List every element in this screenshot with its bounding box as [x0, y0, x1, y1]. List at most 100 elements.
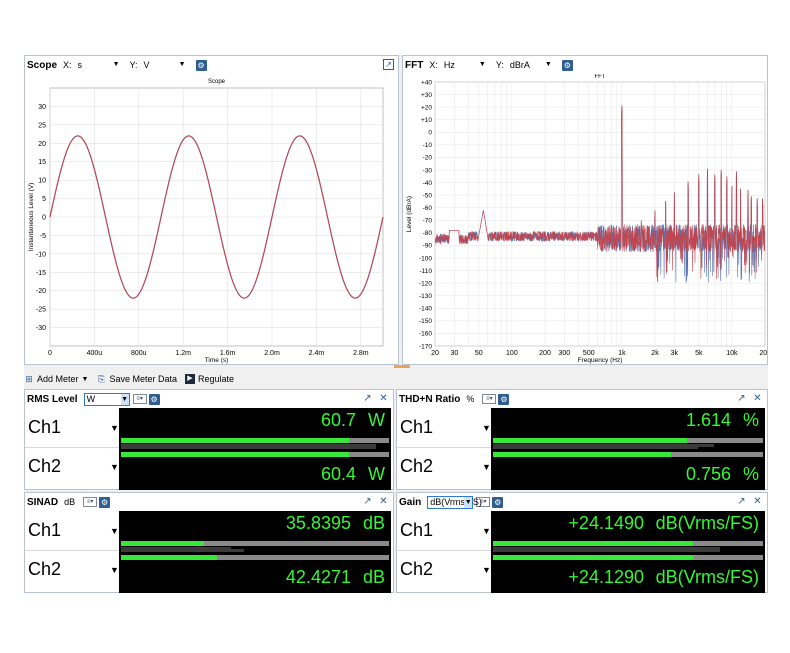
- add-meter-button[interactable]: ⊞ Add Meter ▼: [24, 374, 88, 384]
- fft-plot-area: [434, 81, 766, 347]
- fft-y-select[interactable]: dBrA ▼: [508, 59, 554, 71]
- regulate-button[interactable]: ▶ Regulate: [185, 374, 234, 384]
- meter-options-icon[interactable]: ≡▾: [83, 497, 98, 507]
- popout-icon[interactable]: ↗: [737, 393, 746, 404]
- close-icon[interactable]: ✕: [379, 496, 388, 507]
- unit-select[interactable]: W ▼: [83, 392, 130, 406]
- channel-2-label: Ch2: [400, 559, 434, 579]
- popout-icon[interactable]: ↗: [363, 496, 372, 507]
- meter-actions: ↗ ✕: [731, 496, 763, 507]
- fft-x-select[interactable]: Hz ▼: [442, 59, 488, 71]
- y-tick-label: -60: [423, 205, 433, 212]
- regulate-label: Regulate: [198, 374, 235, 384]
- close-icon[interactable]: ✕: [379, 393, 388, 404]
- close-icon[interactable]: ✕: [753, 393, 762, 404]
- channel-2-bar-fill: [121, 555, 218, 560]
- channel-1-bar: [121, 438, 389, 443]
- y-tick-label: -10: [423, 142, 433, 149]
- channel-2-unit: W: [368, 464, 385, 484]
- y-tick-label: +10: [421, 117, 432, 124]
- y-tick-label: -20: [423, 155, 433, 162]
- close-icon[interactable]: ✕: [753, 496, 762, 507]
- scope-y-select[interactable]: V ▼: [142, 59, 188, 71]
- fft-chart-title: FFT: [595, 74, 606, 80]
- settings-icon[interactable]: ⚙: [99, 496, 111, 508]
- settings-icon[interactable]: ⚙: [492, 496, 504, 508]
- meter-header: SINAD dB ≡▾ ⚙ ↗ ✕: [25, 493, 393, 511]
- scope-waveform: [49, 135, 384, 299]
- chevron-down-icon[interactable]: ▼: [110, 526, 119, 536]
- channel-1-label: Ch1: [400, 520, 434, 540]
- y-tick-label: -160: [419, 331, 432, 338]
- y-tick-label: -40: [423, 180, 433, 187]
- splitter-handle[interactable]: [394, 365, 410, 368]
- fft-title: FFT: [405, 59, 424, 71]
- chevron-down-icon[interactable]: ▼: [482, 565, 491, 575]
- y-tick-label: +30: [421, 92, 432, 99]
- y-tick-label: -80: [423, 230, 433, 237]
- meter-options-icon[interactable]: ≡▾: [476, 497, 491, 507]
- unit-select[interactable]: %: [466, 394, 475, 404]
- y-tick-label: 30: [38, 104, 46, 111]
- settings-icon[interactable]: ⚙: [148, 393, 160, 405]
- channel-2-bar: [493, 452, 763, 457]
- settings-icon[interactable]: ⚙: [195, 59, 207, 71]
- chevron-down-icon[interactable]: ▼: [110, 423, 119, 433]
- scope-x-select[interactable]: s ▼: [76, 59, 122, 71]
- peak-hold-line: [121, 547, 231, 550]
- channel-1-unit: W: [368, 410, 385, 430]
- peak-hold-line: [121, 446, 376, 449]
- app-window: Scope X: s ▼ Y: V ▼ ⚙ ↗ Scope 30 25 20 15 10 5 0-…: [24, 55, 768, 593]
- peak-hold-line: [493, 549, 720, 552]
- channel-2-bar-fill: [493, 452, 672, 457]
- y-tick-label: 25: [38, 122, 46, 129]
- gain-meter: Gain dB(Vrms/FS) ▼ ≡▾ ⚙ ↗ ✕ Ch1 ▼ Ch2 ▼ +…: [396, 492, 768, 593]
- popout-icon[interactable]: ↗: [737, 496, 746, 507]
- chevron-down-icon[interactable]: ▼: [110, 462, 119, 472]
- x-axis-label: Time (s): [205, 357, 229, 364]
- y-tick-label: -150: [419, 318, 432, 325]
- meter-header: RMS Level W ▼ ≡▾ ⚙ ↗ ✕: [25, 390, 393, 408]
- y-tick-label: 15: [38, 159, 46, 166]
- meter-body: Ch1 ▼ Ch2 ▼ +24.1490 dB(Vrms/FS) +24.129…: [397, 511, 767, 593]
- meter-header: Gain dB(Vrms/FS) ▼ ≡▾ ⚙ ↗ ✕: [397, 493, 767, 511]
- chevron-down-icon: ▼: [112, 61, 120, 68]
- channel-1-unit: dB(Vrms/FS): [655, 513, 759, 533]
- meter-readout: 1.614 % 0.756 %: [491, 408, 765, 490]
- channel-2-label: Ch2: [28, 456, 62, 476]
- chevron-down-icon: ▼: [464, 496, 473, 508]
- meter-actions: ↗ ✕: [357, 393, 389, 404]
- chevron-down-icon[interactable]: ▼: [482, 423, 491, 433]
- x-axis-label: Frequency (Hz): [578, 357, 623, 364]
- channel-1-unit: dB: [362, 513, 385, 533]
- meter-options-icon[interactable]: ≡▾: [482, 394, 497, 404]
- channel-2-bar: [121, 452, 389, 457]
- y-tick-label: -30: [423, 167, 433, 174]
- unit-select[interactable]: dB(Vrms/FS) ▼: [427, 495, 482, 509]
- settings-icon[interactable]: ⚙: [498, 393, 510, 405]
- popout-icon[interactable]: ↗: [363, 393, 372, 404]
- y-tick-label: -25: [36, 307, 46, 314]
- y-tick-label: 5: [42, 196, 46, 203]
- chevron-down-icon[interactable]: ▼: [482, 462, 491, 472]
- save-meter-data-button[interactable]: ⎘ Save Meter Data: [96, 374, 177, 384]
- chevron-down-icon: ▼: [81, 375, 89, 383]
- channel-1-value: 35.8395: [285, 513, 351, 533]
- y-axis-label: Level (dBrA): [406, 196, 413, 232]
- fft-x-value: Hz: [443, 60, 455, 70]
- y-axis-label: Instantaneous Level (V): [28, 183, 35, 252]
- meter-title: SINAD: [27, 496, 59, 508]
- chevron-down-icon: ▼: [120, 393, 129, 405]
- chevron-down-icon[interactable]: ▼: [110, 565, 119, 575]
- meter-readout: 35.8395 dB 42.4271 dB: [119, 511, 391, 593]
- unit-select[interactable]: dB: [64, 497, 76, 507]
- popout-icon[interactable]: ↗: [383, 59, 394, 70]
- play-icon: ▶: [185, 374, 195, 384]
- scope-x-label: X:: [63, 60, 72, 70]
- channel-divider: [397, 447, 491, 448]
- chevron-down-icon[interactable]: ▼: [482, 526, 491, 536]
- meter-options-icon[interactable]: ≡▾: [132, 394, 147, 404]
- x-tick-label: 2.8m: [353, 350, 369, 357]
- settings-icon[interactable]: ⚙: [561, 59, 573, 71]
- channel-1-bar-fill: [493, 438, 688, 443]
